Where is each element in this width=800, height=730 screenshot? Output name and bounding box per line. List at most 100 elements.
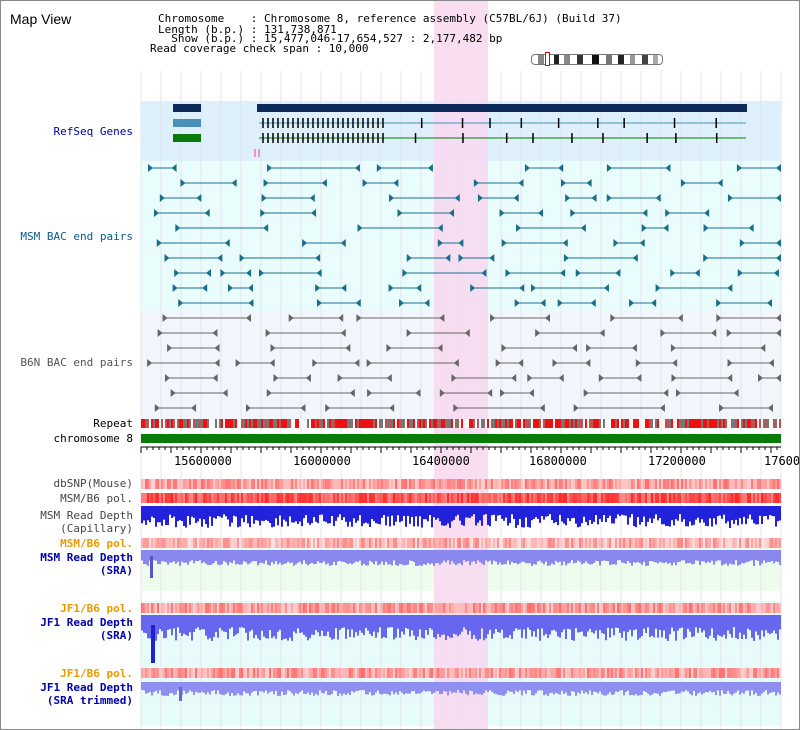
track-label-jf1-depth-sra[interactable]: JF1 Read Depth bbox=[40, 616, 133, 629]
heat-cell bbox=[605, 538, 607, 548]
depth-bar bbox=[547, 615, 549, 639]
track-label-chromosome[interactable]: chromosome 8 bbox=[53, 432, 133, 445]
depth-bar bbox=[557, 550, 559, 563]
heat-cell bbox=[731, 603, 733, 613]
heat-cell bbox=[241, 493, 243, 503]
depth-bar bbox=[613, 682, 615, 695]
depth-bar bbox=[541, 550, 543, 563]
heat-cell bbox=[219, 603, 221, 613]
heat-cell bbox=[469, 538, 471, 548]
depth-bar bbox=[215, 615, 217, 632]
repeat-segment bbox=[163, 419, 165, 428]
track-label-dbsnp[interactable]: dbSNP(Mouse) bbox=[53, 477, 133, 490]
heat-cell bbox=[579, 668, 581, 678]
depth-bar bbox=[211, 550, 213, 565]
depth-bar bbox=[615, 506, 617, 519]
repeat-segment bbox=[751, 419, 753, 428]
track-label-msm-pol-2[interactable]: MSM/B6 pol. bbox=[60, 537, 133, 550]
depth-bar bbox=[341, 682, 343, 696]
repeat-segment bbox=[177, 419, 179, 428]
bac-end-marker bbox=[586, 344, 592, 352]
track-label-msm-pol[interactable]: MSM/B6 pol. bbox=[60, 492, 133, 505]
depth-bar bbox=[249, 550, 251, 564]
track-label-msm-depth-sra[interactable]: MSM Read Depth bbox=[40, 551, 133, 564]
depth-bar bbox=[719, 550, 721, 561]
heat-cell bbox=[769, 668, 771, 678]
track-label-jf1-pol-2[interactable]: JF1/B6 pol. bbox=[60, 667, 133, 680]
heat-cell bbox=[243, 493, 245, 503]
heat-cell bbox=[239, 493, 241, 503]
heat-cell bbox=[481, 493, 483, 503]
track-label-jf1-depth-trimmed[interactable]: JF1 Read Depth bbox=[40, 681, 133, 694]
heat-cell bbox=[699, 668, 701, 678]
heat-cell bbox=[583, 603, 585, 613]
depth-bar bbox=[159, 506, 161, 523]
heat-cell bbox=[357, 603, 359, 613]
heat-cell bbox=[263, 668, 265, 678]
track-label-msm-depth-capillary[interactable]: MSM Read Depth bbox=[40, 509, 133, 522]
heat-cell bbox=[543, 479, 545, 489]
heat-cell bbox=[595, 479, 597, 489]
heat-cell bbox=[461, 603, 463, 613]
depth-bar bbox=[201, 550, 203, 564]
heat-cell bbox=[693, 479, 695, 489]
depth-bar bbox=[643, 550, 645, 562]
heat-cell bbox=[195, 493, 197, 503]
depth-bar bbox=[771, 506, 773, 516]
depth-bar bbox=[207, 550, 209, 566]
bac-end-marker bbox=[726, 329, 732, 337]
repeat-segment bbox=[377, 419, 379, 428]
heat-cell bbox=[753, 603, 755, 613]
heat-cell bbox=[331, 538, 333, 548]
depth-bar bbox=[245, 682, 247, 694]
depth-bar bbox=[549, 506, 551, 515]
depth-bar bbox=[759, 615, 761, 640]
repeat-segment bbox=[203, 419, 205, 428]
heat-cell bbox=[229, 479, 231, 489]
track-label-msm-bac[interactable]: MSM BAC end pairs bbox=[20, 230, 133, 243]
depth-bar bbox=[239, 615, 241, 628]
depth-bar bbox=[715, 615, 717, 641]
bac-end-marker bbox=[591, 194, 597, 202]
track-label-refseq-genes[interactable]: RefSeq Genes bbox=[53, 125, 133, 138]
track-label-b6n-bac[interactable]: B6N BAC end pairs bbox=[20, 356, 133, 369]
repeat-segment bbox=[579, 419, 581, 428]
track-label-repeat[interactable]: Repeat bbox=[93, 417, 133, 430]
depth-spike bbox=[150, 556, 153, 578]
chromosome-ideogram[interactable] bbox=[531, 54, 663, 65]
depth-bar bbox=[325, 615, 327, 636]
bac-end-marker bbox=[505, 269, 511, 277]
heat-cell bbox=[331, 668, 333, 678]
depth-bar bbox=[447, 615, 449, 636]
heat-cell bbox=[373, 668, 375, 678]
heat-cell bbox=[673, 603, 675, 613]
repeat-segment bbox=[779, 419, 781, 428]
depth-bar bbox=[585, 550, 587, 562]
heat-cell bbox=[475, 603, 477, 613]
bac-end-marker bbox=[212, 329, 218, 337]
track-label-jf1-pol[interactable]: JF1/B6 pol. bbox=[60, 602, 133, 615]
heat-cell bbox=[303, 538, 305, 548]
repeat-segment bbox=[555, 419, 557, 428]
depth-bar bbox=[235, 506, 237, 517]
repeat-segment bbox=[323, 419, 325, 428]
depth-bar bbox=[431, 615, 433, 630]
depth-bar bbox=[435, 682, 437, 692]
depth-bar bbox=[583, 550, 585, 564]
bac-end-marker bbox=[727, 374, 733, 382]
bac-end-marker bbox=[748, 224, 754, 232]
repeat-segment bbox=[291, 419, 293, 428]
repeat-segment bbox=[293, 419, 295, 428]
heat-cell bbox=[557, 479, 559, 489]
heat-cell bbox=[579, 479, 581, 489]
heat-cell bbox=[593, 603, 595, 613]
heat-cell bbox=[609, 603, 611, 613]
repeat-segment bbox=[621, 419, 623, 428]
heat-cell bbox=[277, 493, 279, 503]
depth-bar bbox=[461, 615, 463, 632]
depth-bar bbox=[411, 506, 413, 517]
depth-bar bbox=[641, 506, 643, 523]
heat-cell bbox=[237, 479, 239, 489]
depth-bar bbox=[229, 506, 231, 527]
